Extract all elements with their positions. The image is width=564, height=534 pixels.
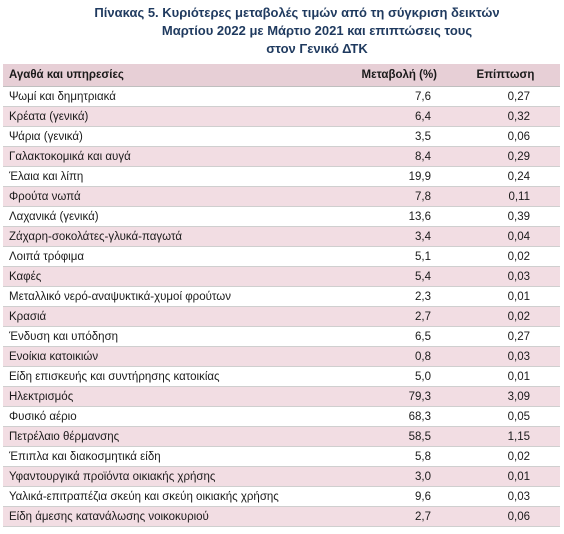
- cell-impact: 0,11: [451, 186, 560, 207]
- cell-change: 68,3: [315, 406, 451, 427]
- cell-item: Καφές: [3, 266, 315, 287]
- table-row: Ενοίκια κατοικιών 0,8 0,03: [3, 346, 560, 367]
- cell-item: Υφαντουργικά προϊόντα οικιακής χρήσης: [3, 466, 315, 487]
- table-row: Ένδυση και υπόδηση 6,5 0,27: [3, 326, 560, 347]
- cell-impact: 0,06: [451, 126, 560, 147]
- cell-impact: 0,29: [451, 146, 560, 167]
- cell-impact: 0,03: [451, 486, 560, 507]
- cell-item: Πετρέλαιο θέρμανσης: [3, 426, 315, 447]
- title-line-2: Μαρτίου 2022 με Μάρτιο 2021 και επιπτώσε…: [161, 23, 473, 38]
- table-row: Κρασιά 2,7 0,02: [3, 306, 560, 327]
- cell-item: Υαλικά-επιτραπέζια σκεύη και σκεύη οικια…: [3, 486, 315, 507]
- cell-change: 2,7: [315, 506, 451, 527]
- cell-impact: 0,05: [451, 406, 560, 427]
- cell-impact: 0,32: [451, 106, 560, 127]
- cell-item: Γαλακτοκομικά και αυγά: [3, 146, 315, 167]
- cell-impact: 0,04: [451, 226, 560, 247]
- table-row: Λαχανικά (γενικά) 13,6 0,39: [3, 206, 560, 227]
- cell-impact: 0,02: [451, 246, 560, 267]
- cell-item: Ψάρια (γενικά): [3, 126, 315, 147]
- cell-item: Είδη επισκευής και συντήρησης κατοικίας: [3, 366, 315, 387]
- cell-impact: 1,15: [451, 426, 560, 447]
- header-row: Αγαθά και υπηρεσίες Μεταβολή (%) Επίπτωσ…: [3, 64, 560, 87]
- cell-item: Ζάχαρη-σοκολάτες-γλυκά-παγωτά: [3, 226, 315, 247]
- table-title: Πίνακας 5. Κυριότερες μεταβολές τιμών απ…: [0, 0, 564, 58]
- cell-item: Ηλεκτρισμός: [3, 386, 315, 407]
- table-row: Κρέατα (γενικά) 6,4 0,32: [3, 106, 560, 127]
- cell-change: 0,8: [315, 346, 451, 367]
- cell-impact: 0,27: [451, 326, 560, 347]
- table-row: Φυσικό αέριο 68,3 0,05: [3, 406, 560, 427]
- cell-change: 5,8: [315, 446, 451, 467]
- cell-change: 5,1: [315, 246, 451, 267]
- table-row: Ζάχαρη-σοκολάτες-γλυκά-παγωτά 3,4 0,04: [3, 226, 560, 247]
- table-row: Είδη επισκευής και συντήρησης κατοικίας 5…: [3, 366, 560, 387]
- cell-change: 58,5: [315, 426, 451, 447]
- table-row: Έπιπλα και διακοσμητικά είδη 5,8 0,02: [3, 446, 560, 467]
- table-row: Πετρέλαιο θέρμανσης 58,5 1,15: [3, 426, 560, 447]
- table-row: Έλαια και λίπη 19,9 0,24: [3, 166, 560, 187]
- cell-item: Ενοίκια κατοικιών: [3, 346, 315, 367]
- cell-item: Ψωμί και δημητριακά: [3, 86, 315, 107]
- header-impact: Επίπτωση: [451, 64, 560, 87]
- table-row: Ψωμί και δημητριακά 7,6 0,27: [3, 86, 560, 107]
- table-row: Λοιπά τρόφιμα 5,1 0,02: [3, 246, 560, 267]
- cell-item: Λοιπά τρόφιμα: [3, 246, 315, 267]
- cell-impact: 0,02: [451, 446, 560, 467]
- table-row: Γαλακτοκομικά και αυγά 8,4 0,29: [3, 146, 560, 167]
- table-row: Καφές 5,4 0,03: [3, 266, 560, 287]
- cell-item: Κρέατα (γενικά): [3, 106, 315, 127]
- table-row: Μεταλλικό νερό-αναψυκτικά-χυμοί φρούτων 2…: [3, 286, 560, 307]
- cell-change: 13,6: [315, 206, 451, 227]
- cell-change: 7,6: [315, 86, 451, 107]
- cell-item: Κρασιά: [3, 306, 315, 327]
- table-row: Ηλεκτρισμός 79,3 3,09: [3, 386, 560, 407]
- cell-impact: 0,02: [451, 306, 560, 327]
- cell-change: 2,7: [315, 306, 451, 327]
- cell-impact: 0,03: [451, 346, 560, 367]
- table-row: Είδη άμεσης κατανάλωσης νοικοκυριού 2,7 0,…: [3, 506, 560, 527]
- title-line-1: Πίνακας 5. Κυριότερες μεταβολές τιμών απ…: [94, 5, 500, 20]
- cell-change: 79,3: [315, 386, 451, 407]
- cell-change: 7,8: [315, 186, 451, 207]
- cell-item: Έπιπλα και διακοσμητικά είδη: [3, 446, 315, 467]
- table-row: Φρούτα νωπά 7,8 0,11: [3, 186, 560, 207]
- cell-change: 3,0: [315, 466, 451, 487]
- cell-change: 2,3: [315, 286, 451, 307]
- cell-item: Είδη άμεσης κατανάλωσης νοικοκυριού: [3, 506, 315, 527]
- cell-impact: 0,01: [451, 466, 560, 487]
- cell-change: 3,4: [315, 226, 451, 247]
- cell-impact: 0,39: [451, 206, 560, 227]
- cell-item: Φρούτα νωπά: [3, 186, 315, 207]
- cell-change: 3,5: [315, 126, 451, 147]
- cell-item: Λαχανικά (γενικά): [3, 206, 315, 227]
- cell-impact: 0,27: [451, 86, 560, 107]
- table-row: Υαλικά-επιτραπέζια σκεύη και σκεύη οικια…: [3, 486, 560, 507]
- cell-impact: 0,24: [451, 166, 560, 187]
- cell-change: 8,4: [315, 146, 451, 167]
- cell-change: 6,4: [315, 106, 451, 127]
- cell-impact: 0,03: [451, 266, 560, 287]
- cell-item: Ένδυση και υπόδηση: [3, 326, 315, 347]
- table-row: Υφαντουργικά προϊόντα οικιακής χρήσης 3,0…: [3, 466, 560, 487]
- header-change: Μεταβολή (%): [315, 64, 451, 87]
- cell-change: 6,5: [315, 326, 451, 347]
- cell-impact: 3,09: [451, 386, 560, 407]
- cell-item: Έλαια και λίπη: [3, 166, 315, 187]
- title-line-3: στον Γενικό ΔΤΚ: [266, 41, 368, 56]
- header-item: Αγαθά και υπηρεσίες: [3, 64, 315, 87]
- cell-item: Μεταλλικό νερό-αναψυκτικά-χυμοί φρούτων: [3, 286, 315, 307]
- cell-item: Φυσικό αέριο: [3, 406, 315, 427]
- cell-change: 5,0: [315, 366, 451, 387]
- price-changes-table: Αγαθά και υπηρεσίες Μεταβολή (%) Επίπτωσ…: [3, 64, 560, 527]
- cell-impact: 0,01: [451, 286, 560, 307]
- table-row: Ψάρια (γενικά) 3,5 0,06: [3, 126, 560, 147]
- cell-change: 19,9: [315, 166, 451, 187]
- cell-impact: 0,01: [451, 366, 560, 387]
- cell-impact: 0,06: [451, 506, 560, 527]
- cell-change: 5,4: [315, 266, 451, 287]
- cell-change: 9,6: [315, 486, 451, 507]
